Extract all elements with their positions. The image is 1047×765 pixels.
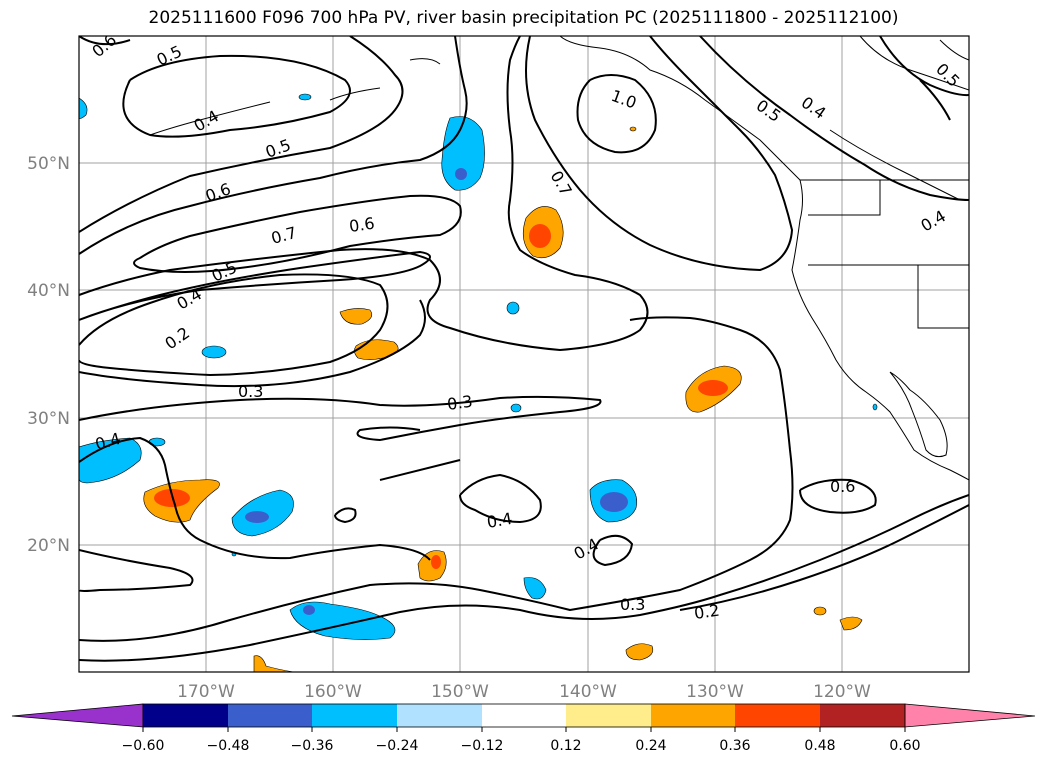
colorbar-tick-label: −0.12 [461,738,504,754]
lat-label: 30°N [27,409,70,429]
negative-anomaly-region [523,577,547,600]
contour-label: 0.4 [571,534,603,563]
colorbar: −0.60 −0.48 −0.36 −0.24 −0.12 0.12 0.24 … [11,703,1036,754]
colorbar-tick-label: 0.12 [550,738,581,754]
contour-label: 0.5 [753,96,785,126]
lon-label: 120°W [813,682,871,702]
lon-label: 140°W [559,682,617,702]
precipitation-shading [79,93,878,672]
colorbar-extend-low [11,703,144,728]
contour-label: 0.2 [161,323,193,353]
pv-contours [79,36,969,662]
contour-label: 0.6 [88,30,120,61]
colorbar-segment [482,704,566,727]
negative-anomaly-region [79,437,142,484]
colorbar-tick-label: −0.60 [122,738,165,754]
colorbar-segment [312,704,397,727]
coastlines [149,36,969,481]
colorbar-tick-label: −0.24 [376,738,419,754]
contour-label: 1.0 [609,86,639,113]
contour-label: 0.3 [238,382,263,401]
lat-label: 40°N [27,281,70,301]
contour-label: 0.2 [693,601,721,623]
contour-labels: 0.6 0.5 0.4 0.5 0.6 0.7 0.6 0.5 0.4 0.2 … [88,30,963,623]
colorbar-segment [143,704,228,727]
positive-anomaly-region [354,339,399,360]
contour-label: 0.7 [547,168,576,200]
lon-label: 150°W [431,682,489,702]
negative-anomaly-region [79,97,88,119]
colorbar-tick-label: 0.60 [889,738,920,754]
positive-anomaly-region [253,655,295,672]
lat-label: 50°N [27,154,70,174]
lon-label: 160°W [304,682,362,702]
map-title: 2025111600 F096 700 hPa PV, river basin … [148,8,899,28]
contour-label: 0.4 [191,106,223,135]
positive-anomaly-region [625,643,654,661]
lat-label: 20°N [27,536,70,556]
contour-label: 0.5 [263,135,293,162]
contour-label: 0.3 [620,595,645,614]
colorbar-tick-label: 0.48 [804,738,835,754]
map-frame [78,35,970,673]
colorbar-tick-label: −0.36 [291,738,334,754]
contour-label: 0.4 [485,509,513,532]
positive-anomaly-region [839,616,863,631]
colorbar-segment [397,704,482,727]
positive-anomaly-region [339,308,373,325]
axis-labels: 50°N 40°N 30°N 20°N 170°W 160°W 150°W 14… [27,154,871,702]
colorbar-tick-label: 0.24 [635,738,666,754]
colorbar-tick-label: 0.36 [719,738,750,754]
negative-anomaly-region [441,116,485,191]
colorbar-segment [651,704,735,727]
graticule [79,36,969,672]
lon-label: 170°W [177,682,235,702]
contour-label: 0.4 [798,93,830,123]
colorbar-segment [820,704,905,727]
colorbar-segment [228,704,312,727]
lon-label: 130°W [686,682,744,702]
contour-label: 0.6 [203,179,233,206]
colorbar-extend-high [904,703,1036,728]
contour-label: 0.6 [348,214,376,236]
contour-label: 0.3 [446,392,474,414]
colorbar-segment [735,704,820,727]
contour-label: 0.4 [918,206,950,235]
colorbar-segment [566,704,651,727]
contour-label: 0.7 [269,223,299,248]
contour-label: 0.6 [830,477,855,496]
colorbar-tick-label: −0.48 [207,738,250,754]
contour-label: 0.5 [154,42,185,70]
